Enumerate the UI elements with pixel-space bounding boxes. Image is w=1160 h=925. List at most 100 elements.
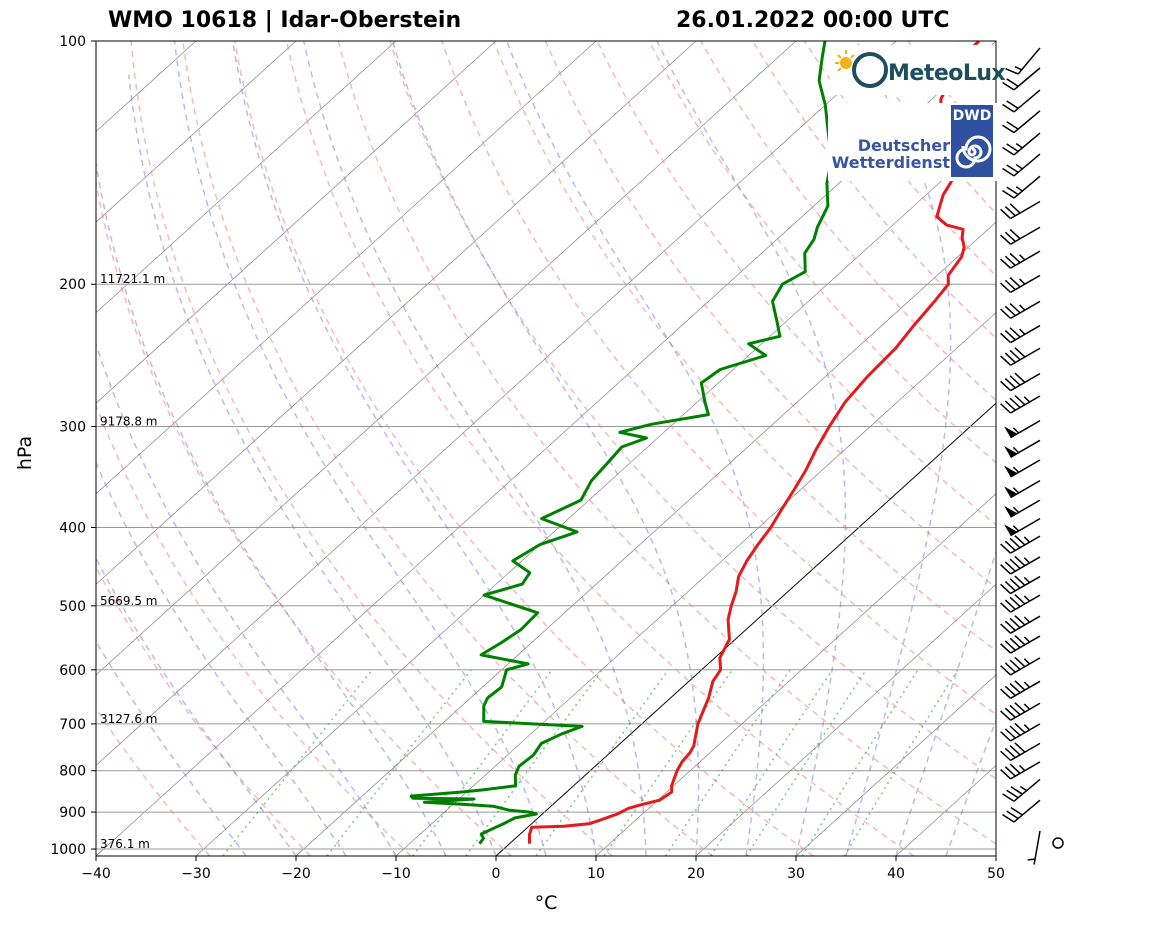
y-axis-label: hPa xyxy=(14,436,36,470)
wind-barb xyxy=(1052,837,1064,849)
moist-adiabat xyxy=(895,549,996,856)
dwd-badge-text: DWD xyxy=(952,108,992,124)
wind-barb xyxy=(1004,419,1041,439)
wind-barb xyxy=(1000,634,1041,654)
wind-barb xyxy=(1002,110,1041,134)
y-tick-label: 800 xyxy=(59,764,86,780)
moist-adiabat xyxy=(391,41,700,856)
station-title: WMO 10618 | Idar-Oberstein xyxy=(108,8,462,33)
moist-adiabat xyxy=(96,158,447,856)
wind-barb xyxy=(1000,656,1041,676)
height-label: 9178.8 m xyxy=(100,415,158,429)
y-axis: 100 200 300 400 500 600 700 800 900 1000 xyxy=(50,34,96,858)
wind-barb xyxy=(1002,175,1041,199)
height-label: 5669.5 m xyxy=(100,594,158,608)
y-tick-label: 1000 xyxy=(50,842,86,858)
isotherm xyxy=(96,41,497,404)
mixing-ratio-line xyxy=(326,669,472,856)
mixing-ratio-line xyxy=(710,669,834,856)
isotherm xyxy=(96,41,697,585)
isotherm xyxy=(395,312,996,856)
moist-adiabat xyxy=(845,41,952,856)
dry-adiabat xyxy=(596,41,996,526)
wind-barb xyxy=(1004,439,1041,458)
isotherm xyxy=(995,855,996,856)
wind-barb xyxy=(1000,535,1041,554)
x-tick-label: −10 xyxy=(381,866,411,882)
wind-barb xyxy=(1004,479,1041,499)
x-tick-label: 20 xyxy=(687,866,705,882)
dwd-name-line1: Deutscher xyxy=(857,136,950,155)
mixing-ratio-line xyxy=(222,669,373,856)
y-tick-label: 200 xyxy=(59,277,86,293)
plot-frame xyxy=(95,40,997,857)
datetime-title: 26.01.2022 00:00 UTC xyxy=(676,8,950,33)
meteolux-wordmark: MeteoLux xyxy=(888,61,1006,86)
mixing-ratio-line xyxy=(535,669,670,856)
y-tick-label: 900 xyxy=(59,805,86,821)
x-tick-label: 10 xyxy=(587,866,605,882)
dry-adiabat xyxy=(493,41,996,652)
x-tick-label: 0 xyxy=(492,866,501,882)
mixing-ratio-line xyxy=(745,669,867,856)
background-lines xyxy=(96,41,1160,856)
isotherm xyxy=(295,221,996,856)
wind-barb xyxy=(1002,799,1041,823)
wind-barb xyxy=(1027,830,1041,865)
dwd-badge: DWD xyxy=(951,105,993,177)
dwd-logo: Deutscher Wetterdienst DWD xyxy=(828,103,998,181)
wind-barb xyxy=(1004,499,1041,518)
dwd-name-line2: Wetterdienst xyxy=(831,153,950,172)
wind-barb xyxy=(1004,459,1041,478)
wind-barb xyxy=(1000,324,1041,344)
dry-adiabat xyxy=(130,41,613,856)
dry-adiabat xyxy=(1064,41,1160,856)
y-tick-label: 300 xyxy=(59,420,86,436)
sun-icon xyxy=(835,50,888,88)
wind-barb xyxy=(1000,575,1041,595)
wind-barb xyxy=(1002,89,1041,113)
isotherm xyxy=(96,41,597,495)
x-tick-label: 50 xyxy=(987,866,1005,882)
height-label: 3127.6 m xyxy=(100,712,158,726)
wind-barb xyxy=(1000,742,1041,762)
wind-barb xyxy=(1000,680,1041,699)
dry-adiabat xyxy=(96,179,512,856)
mixing-ratio-line xyxy=(664,669,791,856)
wind-barb xyxy=(1000,300,1041,320)
wind-barb xyxy=(1002,67,1041,91)
wind-barb xyxy=(1000,226,1041,245)
wind-barb xyxy=(1000,372,1041,392)
wind-barb xyxy=(1000,250,1041,269)
mixing-ratio-line xyxy=(412,669,553,856)
isotherm xyxy=(595,493,996,856)
y-tick-label: 700 xyxy=(59,717,86,733)
moist-adiabat xyxy=(96,342,397,856)
height-labels: 11721.1 m 9178.8 m 5669.5 m 3127.6 m 376.1 m xyxy=(100,272,165,851)
wind-barb xyxy=(1000,347,1041,366)
wind-barb xyxy=(1000,702,1041,721)
isotherm xyxy=(96,41,297,223)
y-tick-label: 100 xyxy=(59,34,86,50)
wind-barb xyxy=(1000,555,1041,575)
moist-adiabat xyxy=(173,41,547,856)
wind-barb xyxy=(1000,274,1041,294)
isotherm xyxy=(695,583,996,856)
wind-barb xyxy=(1000,761,1041,780)
isotherm-zero xyxy=(495,402,996,856)
moist-adiabat xyxy=(656,41,847,856)
wind-barb xyxy=(1004,517,1041,537)
dry-adiabat xyxy=(182,41,714,856)
wind-barb xyxy=(1002,778,1041,802)
wind-barb xyxy=(1002,153,1041,177)
y-tick-label: 500 xyxy=(59,599,86,615)
isotherm xyxy=(795,674,996,856)
x-axis-label: °C xyxy=(535,892,558,914)
dewpoint-profile xyxy=(409,41,834,845)
moist-adiabat xyxy=(96,640,247,856)
wind-barb xyxy=(1005,47,1041,75)
dry-adiabat xyxy=(389,41,996,780)
isotherm xyxy=(96,41,397,314)
dry-adiabat xyxy=(96,565,311,856)
moist-adiabat xyxy=(945,718,996,856)
